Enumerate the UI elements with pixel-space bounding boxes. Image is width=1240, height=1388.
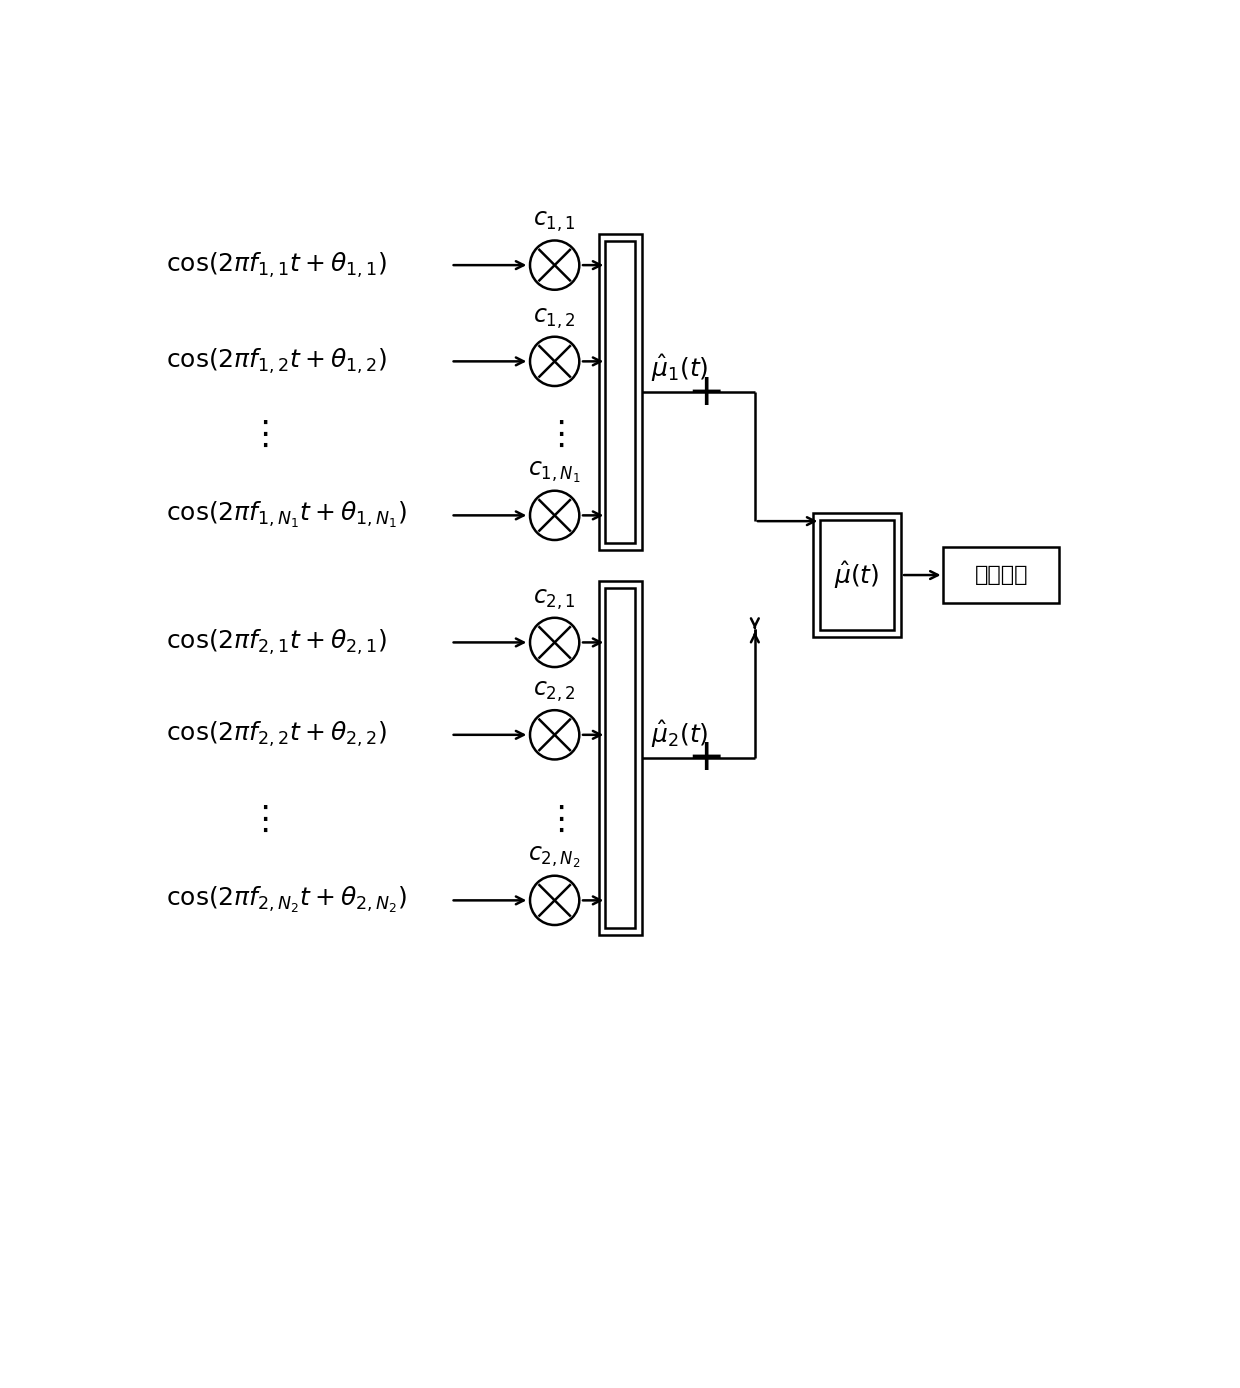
Circle shape xyxy=(529,876,579,924)
Text: $c_{2,N_2}$: $c_{2,N_2}$ xyxy=(528,844,582,869)
Text: $\hat{\mu}(t)$: $\hat{\mu}(t)$ xyxy=(835,559,879,591)
Bar xyxy=(599,235,641,550)
Circle shape xyxy=(529,337,579,386)
Text: $\vdots$: $\vdots$ xyxy=(544,418,565,451)
Text: $\vdots$: $\vdots$ xyxy=(248,804,268,836)
Text: $\cos(2\pi f_{2,1}t+\theta_{2,1})$: $\cos(2\pi f_{2,1}t+\theta_{2,1})$ xyxy=(166,627,387,657)
Text: $\vdots$: $\vdots$ xyxy=(544,804,565,836)
Text: $\hat{\mu}_1(t)$: $\hat{\mu}_1(t)$ xyxy=(651,353,708,384)
Text: $c_{1,N_1}$: $c_{1,N_1}$ xyxy=(528,459,582,484)
Circle shape xyxy=(529,711,579,759)
Text: $+$: $+$ xyxy=(687,737,722,780)
Text: $\vdots$: $\vdots$ xyxy=(248,418,268,451)
Text: 信道衰落: 信道衰落 xyxy=(975,565,1028,586)
Bar xyxy=(605,242,635,543)
Bar xyxy=(812,514,901,637)
Text: $\cos(2\pi f_{2,N_2}t+\theta_{2,N_2})$: $\cos(2\pi f_{2,N_2}t+\theta_{2,N_2})$ xyxy=(166,886,407,916)
Text: $c_{1,2}$: $c_{1,2}$ xyxy=(533,307,577,330)
Text: $c_{1,1}$: $c_{1,1}$ xyxy=(533,210,577,235)
Text: $\cos(2\pi f_{1,2}t+\theta_{1,2})$: $\cos(2\pi f_{1,2}t+\theta_{1,2})$ xyxy=(166,347,387,376)
Text: $\cos(2\pi f_{1,N_1}t+\theta_{1,N_1})$: $\cos(2\pi f_{1,N_1}t+\theta_{1,N_1})$ xyxy=(166,500,407,530)
Bar xyxy=(820,520,894,630)
Bar xyxy=(599,580,641,936)
Text: $c_{2,1}$: $c_{2,1}$ xyxy=(533,587,577,612)
Text: $c_{2,2}$: $c_{2,2}$ xyxy=(533,680,577,704)
Circle shape xyxy=(529,240,579,290)
Text: $+$: $+$ xyxy=(687,371,722,414)
Text: $\cos(2\pi f_{1,1}t+\theta_{1,1})$: $\cos(2\pi f_{1,1}t+\theta_{1,1})$ xyxy=(166,251,387,279)
Circle shape xyxy=(529,491,579,540)
Bar xyxy=(944,547,1059,602)
Circle shape xyxy=(529,618,579,668)
Bar xyxy=(605,587,635,929)
Text: $\hat{\mu}_2(t)$: $\hat{\mu}_2(t)$ xyxy=(651,719,708,751)
Text: $\cos(2\pi f_{2,2}t+\theta_{2,2})$: $\cos(2\pi f_{2,2}t+\theta_{2,2})$ xyxy=(166,720,387,750)
